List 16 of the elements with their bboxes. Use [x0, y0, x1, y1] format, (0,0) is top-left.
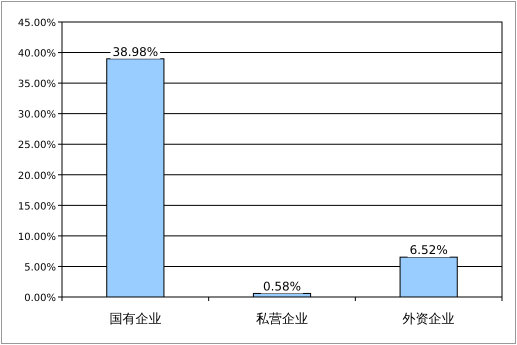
- x-tick-label: 外资企业: [402, 312, 455, 327]
- data-label: 38.98%: [112, 44, 158, 59]
- data-label: 0.58%: [262, 279, 302, 294]
- data-label: 6.52%: [410, 243, 448, 258]
- y-tick-label: 40.00%: [18, 48, 56, 60]
- x-tick-label: 私营企业: [256, 312, 308, 327]
- y-tick-label: 5.00%: [24, 262, 56, 274]
- y-tick-label: 0.00%: [24, 293, 56, 304]
- x-tick-label: 国有企业: [109, 312, 162, 327]
- y-tick-label: 45.00%: [18, 18, 56, 29]
- y-tick-label: 25.00%: [18, 140, 56, 152]
- y-tick-label: 15.00%: [18, 201, 56, 212]
- y-tick-label: 10.00%: [18, 232, 56, 243]
- y-tick-label: 30.00%: [18, 110, 56, 121]
- y-tick-label: 20.00%: [18, 170, 56, 182]
- y-tick-label: 35.00%: [18, 79, 56, 90]
